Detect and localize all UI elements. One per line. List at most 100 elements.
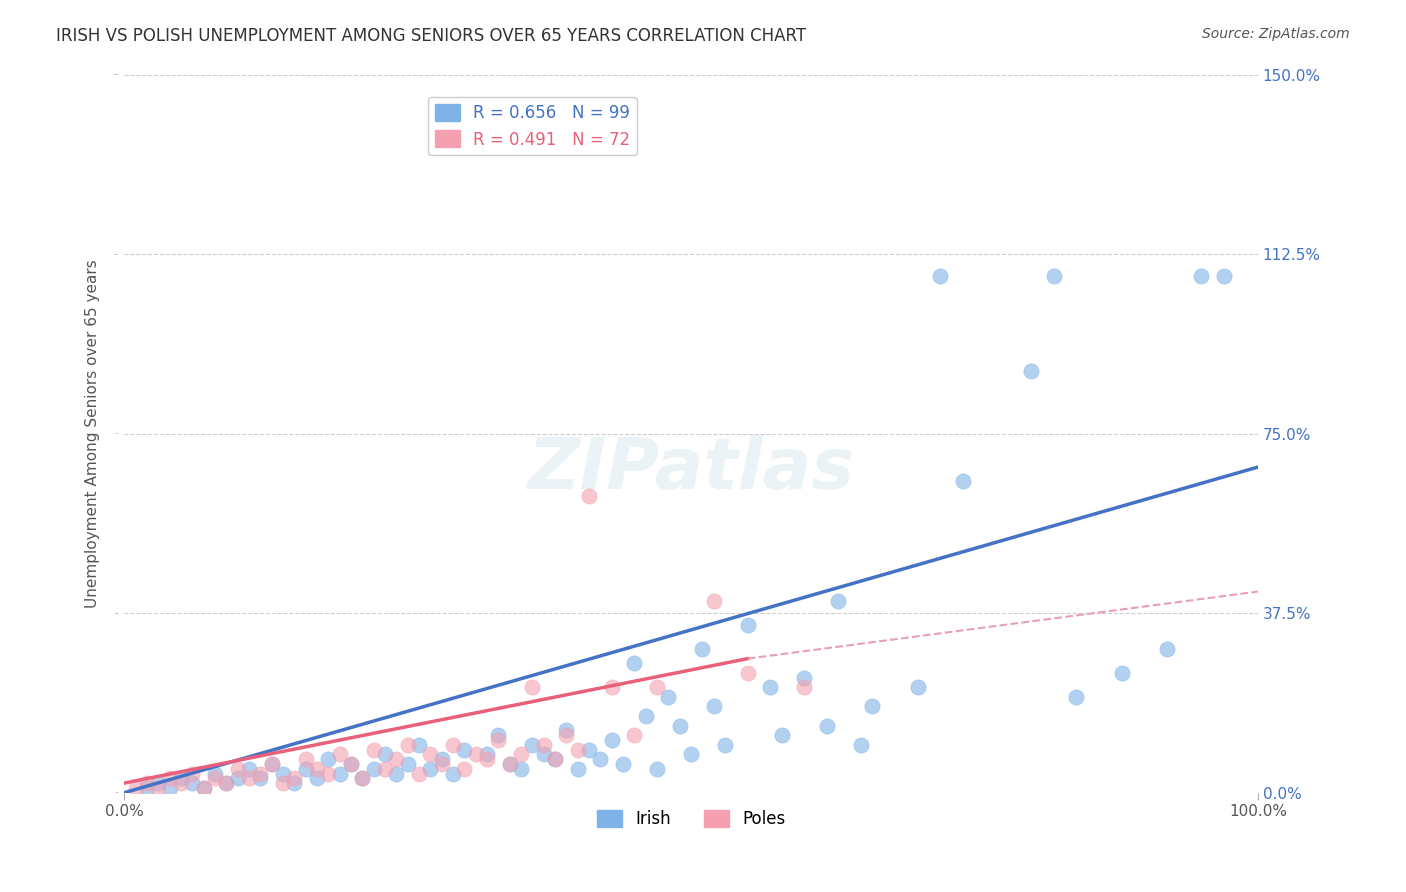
Point: [159, 780, 181, 795]
Point: [136, 780, 159, 795]
Point: [318, 752, 340, 766]
Point: [294, 762, 316, 776]
Point: [385, 752, 408, 766]
Point: [759, 681, 782, 695]
Point: [737, 665, 759, 680]
Point: [249, 772, 271, 786]
Point: [645, 762, 668, 776]
Point: [522, 738, 544, 752]
Point: [193, 780, 215, 795]
Point: [430, 752, 453, 766]
Point: [793, 671, 815, 685]
Point: [510, 747, 533, 762]
Point: [475, 747, 498, 762]
Point: [419, 762, 441, 776]
Point: [1156, 642, 1178, 657]
Point: [510, 762, 533, 776]
Point: [589, 752, 612, 766]
Point: [329, 747, 352, 762]
Point: [340, 756, 363, 771]
Point: [283, 772, 305, 786]
Point: [260, 756, 283, 771]
Point: [770, 728, 793, 742]
Point: [623, 728, 645, 742]
Point: [305, 772, 328, 786]
Point: [657, 690, 679, 704]
Point: [827, 594, 849, 608]
Point: [352, 772, 374, 786]
Point: [283, 776, 305, 790]
Point: [238, 762, 260, 776]
Point: [793, 681, 815, 695]
Point: [1019, 364, 1042, 378]
Point: [204, 772, 226, 786]
Point: [453, 742, 475, 756]
Point: [486, 728, 509, 742]
Point: [544, 752, 567, 766]
Point: [578, 489, 600, 503]
Point: [952, 475, 974, 489]
Point: [862, 699, 884, 714]
Point: [363, 742, 385, 756]
Point: [703, 594, 725, 608]
Y-axis label: Unemployment Among Seniors over 65 years: Unemployment Among Seniors over 65 years: [86, 260, 100, 608]
Point: [441, 738, 464, 752]
Point: [193, 780, 215, 795]
Point: [929, 268, 952, 283]
Point: [1066, 690, 1088, 704]
Point: [522, 681, 544, 695]
Point: [374, 762, 396, 776]
Point: [170, 776, 193, 790]
Point: [612, 756, 634, 771]
Point: [681, 747, 703, 762]
Point: [181, 776, 204, 790]
Point: [623, 657, 645, 671]
Point: [305, 762, 328, 776]
Point: [215, 776, 238, 790]
Point: [419, 747, 441, 762]
Point: [226, 762, 249, 776]
Point: [318, 766, 340, 780]
Point: [849, 738, 872, 752]
Point: [567, 762, 589, 776]
Point: [260, 756, 283, 771]
Point: [363, 762, 385, 776]
Point: [645, 681, 668, 695]
Text: Source: ZipAtlas.com: Source: ZipAtlas.com: [1202, 27, 1350, 41]
Point: [815, 718, 838, 732]
Point: [555, 728, 578, 742]
Point: [385, 766, 408, 780]
Legend: Irish, Poles: Irish, Poles: [591, 803, 792, 835]
Point: [634, 709, 657, 723]
Point: [136, 776, 159, 790]
Point: [340, 756, 363, 771]
Point: [486, 733, 509, 747]
Point: [692, 642, 714, 657]
Point: [181, 766, 204, 780]
Text: ZIPatlas: ZIPatlas: [527, 435, 855, 504]
Point: [578, 742, 600, 756]
Point: [271, 766, 294, 780]
Point: [226, 772, 249, 786]
Point: [159, 772, 181, 786]
Point: [430, 756, 453, 771]
Point: [329, 766, 352, 780]
Point: [396, 738, 419, 752]
Point: [453, 762, 475, 776]
Point: [271, 776, 294, 790]
Text: IRISH VS POLISH UNEMPLOYMENT AMONG SENIORS OVER 65 YEARS CORRELATION CHART: IRISH VS POLISH UNEMPLOYMENT AMONG SENIO…: [56, 27, 807, 45]
Point: [408, 766, 430, 780]
Point: [396, 756, 419, 771]
Point: [555, 723, 578, 738]
Point: [1189, 268, 1212, 283]
Point: [567, 742, 589, 756]
Point: [499, 756, 522, 771]
Point: [600, 733, 623, 747]
Point: [533, 747, 555, 762]
Point: [352, 772, 374, 786]
Point: [475, 752, 498, 766]
Point: [294, 752, 316, 766]
Point: [170, 772, 193, 786]
Point: [238, 772, 260, 786]
Point: [464, 747, 486, 762]
